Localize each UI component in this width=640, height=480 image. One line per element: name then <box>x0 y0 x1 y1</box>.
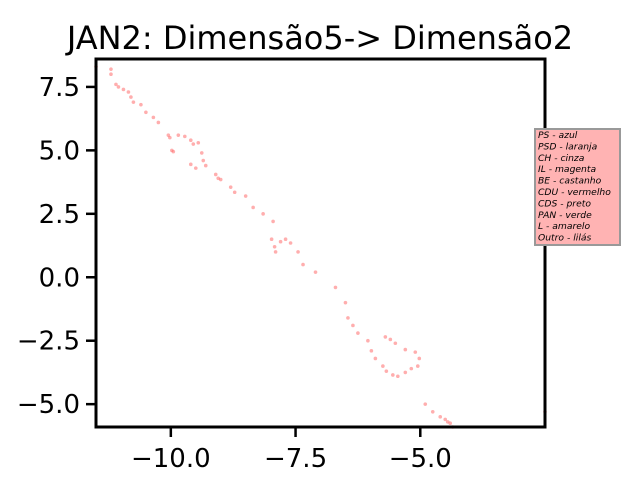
y-tick-label: −2.5 <box>17 327 80 357</box>
data-point <box>183 134 187 139</box>
data-point <box>201 158 206 163</box>
data-point <box>139 102 143 107</box>
data-point <box>333 285 338 290</box>
data-point <box>156 120 161 125</box>
data-point <box>384 369 389 373</box>
data-point <box>218 177 223 182</box>
axes-layer: −10.0 −7.5 −5.0 7.5 5.0 2.5 0.0 −2.5 −5.0 <box>17 73 452 474</box>
data-point <box>191 142 196 146</box>
legend-entry: PS - azul <box>538 130 578 141</box>
y-tick-label: −5.0 <box>17 390 80 420</box>
data-point <box>203 163 208 168</box>
data-point <box>403 370 408 375</box>
data-point <box>199 151 204 155</box>
data-point <box>417 356 422 361</box>
legend-entry: CH - cinza <box>538 153 585 164</box>
data-point <box>366 338 370 343</box>
data-point <box>272 245 277 249</box>
legend-entry: PSD - laranja <box>538 141 598 152</box>
y-tick-label: 5.0 <box>39 136 80 166</box>
data-point <box>116 85 121 89</box>
data-point <box>109 72 113 77</box>
data-point <box>356 331 360 335</box>
x-tick-label: −5.0 <box>389 444 452 474</box>
data-point <box>391 373 395 377</box>
data-point <box>346 316 350 320</box>
data-point <box>409 366 414 371</box>
x-tick-label: −7.5 <box>264 444 327 474</box>
data-point <box>188 162 193 167</box>
data-point <box>131 100 136 104</box>
data-point <box>351 323 355 328</box>
data-point <box>121 87 126 92</box>
data-point <box>438 415 443 419</box>
data-point <box>243 194 248 198</box>
data-point <box>176 133 181 137</box>
legend-entry: PAN - verde <box>538 210 592 221</box>
data-point <box>393 341 398 346</box>
data-point <box>261 212 265 216</box>
legend-box <box>534 128 621 246</box>
data-point <box>403 347 408 352</box>
points-layer <box>94 64 547 429</box>
data-point <box>396 374 400 379</box>
data-point <box>423 402 428 406</box>
data-point <box>129 95 133 99</box>
data-point <box>114 82 118 87</box>
data-point <box>273 250 278 254</box>
legend-entry: CDS - preto <box>538 198 591 209</box>
data-point <box>313 270 318 274</box>
chart-title: JAN2: Dimensão5-> Dimensão2 <box>65 19 573 57</box>
y-tick-label: 7.5 <box>39 73 80 103</box>
data-point <box>151 115 156 120</box>
data-point <box>383 335 388 339</box>
data-point <box>288 241 293 245</box>
data-point <box>251 205 255 210</box>
data-point <box>448 421 453 425</box>
data-point <box>196 140 201 145</box>
y-tick-label: 0.0 <box>39 263 80 293</box>
data-point <box>271 219 275 224</box>
data-point <box>430 409 435 414</box>
data-point <box>126 90 131 94</box>
legend-entry: CDU - vermelho <box>538 187 611 198</box>
data-point <box>343 300 348 305</box>
legend-entry: IL - magenta <box>538 164 596 175</box>
data-point <box>188 138 193 143</box>
data-point <box>369 349 374 353</box>
data-point <box>388 337 393 342</box>
data-point <box>269 237 274 241</box>
data-point <box>413 350 418 354</box>
data-point <box>193 166 198 170</box>
x-tick-label: −10.0 <box>131 444 211 474</box>
legend-entry: BE - castanho <box>538 176 602 187</box>
y-tick-label: 2.5 <box>39 200 80 230</box>
data-point <box>415 364 420 368</box>
data-point <box>232 190 237 195</box>
data-point <box>381 364 385 368</box>
data-point <box>144 110 148 115</box>
data-point <box>296 250 300 254</box>
data-point <box>168 135 172 140</box>
legend-entry: L - amarelo <box>538 221 590 232</box>
data-point <box>373 356 378 361</box>
plot-frame <box>94 57 547 429</box>
data-point <box>171 149 176 154</box>
data-point <box>443 417 448 422</box>
data-point <box>278 239 283 244</box>
data-point <box>283 237 288 241</box>
data-point <box>109 67 113 71</box>
data-point <box>301 262 305 267</box>
data-point <box>228 185 233 189</box>
data-point <box>213 172 218 177</box>
legend-entry: Outro - lilás <box>538 233 591 244</box>
